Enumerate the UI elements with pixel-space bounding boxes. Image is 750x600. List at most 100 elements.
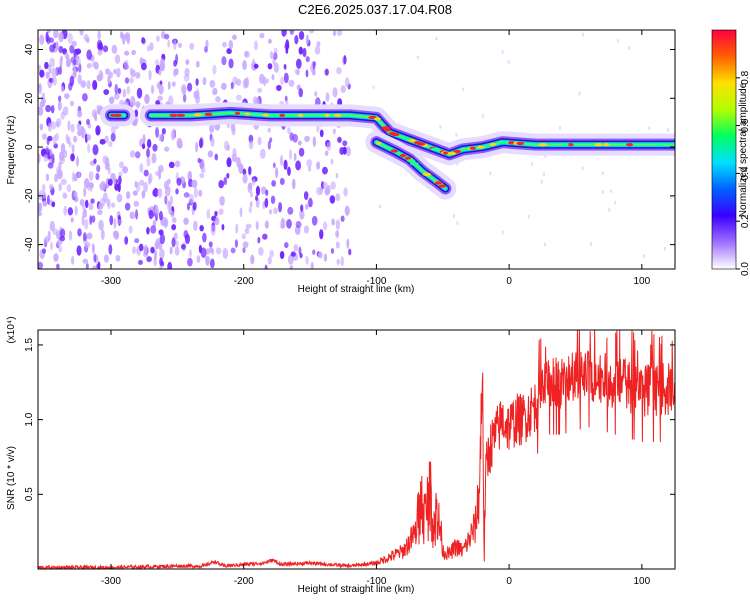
spectrogram-noise-cell bbox=[118, 171, 123, 177]
spectrogram-noise-cell bbox=[329, 195, 336, 204]
spectrogram-noise-cell bbox=[102, 45, 109, 53]
spectrogram-noise-cell bbox=[287, 206, 294, 215]
spectrogram-noise-cell bbox=[77, 172, 81, 178]
spectrogram-noise-cell bbox=[259, 32, 265, 39]
spectrogram-noise-cell bbox=[115, 67, 121, 78]
spectrogram-noise-cell bbox=[171, 224, 177, 231]
spectrogram-noise-cell bbox=[131, 49, 136, 56]
snr-series-line bbox=[38, 330, 675, 569]
spectrogram-noise-cell bbox=[265, 189, 269, 196]
spectrogram-noise-cell bbox=[330, 181, 336, 190]
spectrogram-noise-cell bbox=[316, 186, 322, 196]
spectrogram-noise-cell bbox=[70, 217, 74, 223]
ridge-branch-peak bbox=[399, 154, 407, 158]
spectrogram-noise-cell bbox=[93, 61, 99, 70]
spectrogram-noise-cell bbox=[336, 258, 340, 266]
spectrogram-noise-cell bbox=[170, 195, 174, 205]
spectrogram-noise-cell bbox=[223, 176, 228, 186]
spectrogram-noise-cell bbox=[156, 82, 161, 89]
spectrogram-noise-cell bbox=[226, 172, 230, 179]
spectrogram-noise-cell bbox=[81, 203, 86, 210]
spectrogram-noise-cell bbox=[210, 137, 215, 147]
spectrogram-noise-cell bbox=[241, 233, 246, 240]
spectrogram-noise-cell bbox=[253, 63, 259, 69]
spectrogram-noise-cell bbox=[314, 91, 318, 97]
spectrogram-noise-cell bbox=[268, 209, 273, 215]
snr-frame bbox=[37, 329, 676, 570]
spectrogram-noise-cell bbox=[124, 236, 129, 245]
spectrogram-noise-cell bbox=[69, 44, 75, 54]
spectrogram-noise-cell bbox=[48, 64, 52, 74]
spectrogram-noise-cell bbox=[251, 178, 256, 186]
spectrogram-noise-cell bbox=[144, 94, 150, 104]
spectrogram-y-ticks: -40 -20 0 20 40 bbox=[24, 44, 675, 252]
spectrogram-noise-cell bbox=[335, 230, 340, 238]
spectrogram-noise-cell bbox=[80, 80, 87, 88]
spectrogram-noise-cell bbox=[609, 188, 613, 193]
spectrogram-noise-cell bbox=[73, 191, 78, 198]
spectrogram-noise-cell bbox=[248, 140, 254, 150]
ridge-segment-b-peak bbox=[204, 112, 210, 116]
spectrogram-noise-cell bbox=[183, 217, 189, 225]
spectrogram-noise-cell bbox=[198, 189, 203, 197]
spectrogram-noise-cell bbox=[244, 77, 248, 88]
spectrogram-noise-cell bbox=[60, 178, 67, 186]
spectrogram-noise-cell bbox=[158, 134, 163, 142]
spectrogram-noise-cell bbox=[170, 130, 176, 141]
spectrogram-noise-cell bbox=[308, 197, 313, 208]
spectrogram-noise-cell bbox=[51, 153, 55, 165]
spectrogram-noise-cell bbox=[174, 160, 181, 168]
spectrogram-noise-cell bbox=[205, 255, 210, 266]
spectrogram-noise-cell bbox=[249, 201, 253, 207]
spectrogram-noise-cell bbox=[45, 31, 49, 43]
spectrogram-noise-cell bbox=[326, 141, 332, 151]
spectrogram-noise-cell bbox=[132, 190, 138, 196]
spectrogram-noise-cell bbox=[337, 136, 342, 143]
spectrogram-noise-cell bbox=[298, 30, 305, 40]
spectrogram-noise-cell bbox=[257, 136, 262, 146]
spectrogram-noise-cell bbox=[86, 49, 92, 60]
spectrogram-noise-cell bbox=[221, 224, 225, 231]
spectrogram-noise-cell bbox=[176, 177, 182, 186]
spectrogram-noise-cell bbox=[77, 73, 82, 85]
spectrogram-noise-cell bbox=[50, 120, 57, 130]
spectrogram-noise-cell bbox=[91, 265, 98, 269]
spectrogram-noise-cell bbox=[111, 44, 118, 55]
spectrogram-x-ticks: -300 -200 -100 0 100 bbox=[101, 30, 651, 287]
spectrogram-noise-cell bbox=[312, 136, 316, 148]
spectrogram-noise-cell bbox=[49, 220, 55, 232]
spectrogram-noise-cell bbox=[47, 162, 54, 169]
spectrogram-noise-cell bbox=[185, 59, 190, 65]
spectrogram-noise-cell bbox=[540, 179, 543, 184]
spectrogram-noise-cell bbox=[86, 134, 91, 141]
spectrogram-noise-cell bbox=[335, 241, 340, 249]
spectrogram-noise-cell bbox=[212, 64, 217, 75]
spectrogram-noise-cell bbox=[289, 132, 294, 141]
ridge-segment-b-peak bbox=[408, 139, 416, 143]
spectrogram-noise-cell bbox=[98, 219, 104, 231]
ridge-segment-a-peak bbox=[113, 113, 122, 117]
spectrogram-noise-cell bbox=[58, 182, 63, 192]
spectrogram-noise-cell bbox=[134, 151, 141, 159]
spectrogram-noise-cell bbox=[242, 241, 249, 249]
ridge-segment-b-peak bbox=[169, 113, 178, 117]
spectrogram-noise-cell bbox=[298, 88, 304, 98]
snr-y-ticks: 0.5 1.0 1.5 bbox=[24, 338, 675, 501]
spectrogram-noise-cell bbox=[288, 149, 293, 160]
spectrogram-noise-cell bbox=[56, 240, 63, 246]
spectrogram-noise-cell bbox=[306, 159, 313, 168]
spectrogram-noise-cell bbox=[262, 76, 267, 87]
spectrogram-noise-cell bbox=[242, 247, 246, 254]
spectrogram-noise-cell bbox=[273, 51, 278, 60]
spectrogram-noise-cell bbox=[159, 233, 166, 245]
spectrogram-noise-cell bbox=[193, 187, 198, 199]
spectrogram-noise-cell bbox=[158, 69, 162, 76]
spectrogram-frame bbox=[37, 29, 676, 270]
spectrogram-noise-cell bbox=[57, 95, 62, 102]
spectrogram-noise-cell bbox=[38, 82, 42, 92]
spectrogram-noise-cell bbox=[126, 86, 131, 95]
spectrogram-noise-cell bbox=[138, 259, 143, 265]
spectrogram-noise-cell bbox=[271, 180, 277, 187]
spectrogram-noise-cell bbox=[93, 112, 98, 121]
spectrogram-noise-cell bbox=[100, 181, 107, 192]
